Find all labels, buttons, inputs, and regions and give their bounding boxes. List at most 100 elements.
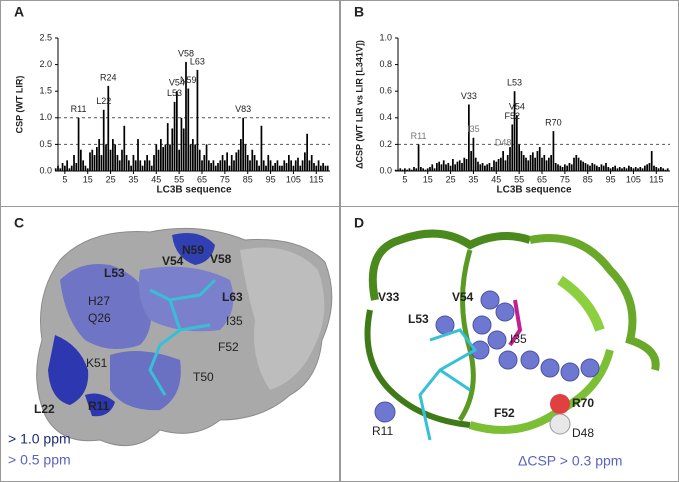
x-tick-label: 25: [106, 174, 116, 184]
bar: [488, 163, 491, 171]
bar: [294, 160, 297, 171]
bar: [445, 164, 447, 171]
annotation: N59: [180, 75, 197, 85]
bar: [593, 164, 596, 171]
bar: [401, 169, 404, 171]
bar: [155, 144, 158, 171]
legend-item: > 0.5 ppm: [8, 452, 71, 468]
bar: [274, 163, 276, 171]
bar: [221, 155, 224, 171]
bar: [160, 139, 162, 171]
bar: [322, 163, 324, 171]
bar: [73, 155, 75, 171]
bar: [429, 167, 431, 171]
x-tick-label: 35: [468, 174, 478, 184]
bar: [399, 168, 402, 171]
bar: [621, 168, 623, 171]
x-tick-label: 95: [606, 174, 616, 184]
bar: [89, 152, 91, 171]
residue-label: F52: [494, 406, 515, 420]
bar: [518, 144, 520, 171]
bar: [513, 91, 516, 171]
legend-item: ΔCSP > 0.3 ppm: [518, 453, 622, 469]
residue-label: L53: [104, 266, 125, 280]
residue-label: D48: [572, 426, 594, 440]
x-tick-label: 105: [286, 174, 301, 184]
bar: [628, 165, 630, 171]
bar: [591, 163, 594, 171]
bar: [557, 164, 559, 171]
bar: [632, 168, 635, 171]
bar: [545, 160, 548, 171]
bar: [424, 169, 427, 171]
bar: [93, 155, 96, 171]
bar: [616, 168, 619, 171]
bar: [570, 164, 573, 171]
bar: [559, 165, 562, 171]
bar: [233, 160, 235, 171]
x-tick-label: 95: [266, 174, 276, 184]
bar: [192, 139, 194, 171]
x-tick-label: 85: [583, 174, 593, 184]
bar: [408, 168, 411, 171]
annotation: V54: [169, 78, 185, 88]
bar: [137, 139, 139, 171]
bar: [554, 163, 557, 171]
bar: [112, 139, 114, 171]
bar: [304, 152, 306, 171]
bar: [272, 165, 274, 171]
bar: [260, 125, 263, 171]
bar: [148, 160, 151, 171]
x-tick-label: 65: [197, 174, 207, 184]
annotation: V54: [509, 102, 525, 112]
bar: [449, 165, 452, 171]
x-tick-label: 75: [560, 174, 570, 184]
residue-label: L63: [222, 290, 243, 304]
bar: [664, 169, 667, 171]
bar: [655, 167, 658, 171]
bar: [217, 163, 219, 171]
bar: [550, 155, 552, 171]
bar: [80, 149, 82, 171]
bar: [486, 164, 488, 171]
annotation: F52: [505, 111, 521, 121]
annotation: D48: [495, 137, 512, 147]
bar: [54, 168, 57, 171]
bar: [249, 160, 251, 171]
bar: [251, 149, 254, 171]
bar: [468, 104, 470, 171]
bar: [317, 160, 320, 171]
bar: [653, 165, 655, 171]
y-tick-label: 0.2: [379, 139, 392, 149]
bar: [173, 101, 176, 171]
bar: [146, 155, 148, 171]
x-tick-label: 15: [423, 174, 433, 184]
bar: [493, 160, 495, 171]
bar: [442, 160, 445, 171]
bar: [157, 149, 160, 171]
bar: [566, 165, 568, 171]
bar: [497, 159, 500, 171]
bar: [61, 163, 64, 171]
bar: [465, 159, 468, 171]
bar: [194, 144, 196, 171]
bar: [589, 165, 591, 171]
bar: [240, 139, 242, 171]
bar: [596, 165, 598, 171]
y-tick-label: 0.8: [379, 59, 392, 69]
annotation: V33: [461, 91, 477, 101]
bar: [484, 165, 486, 171]
bar: [536, 151, 539, 171]
bar: [310, 155, 313, 171]
y-axis-title: CSP (WT LIR): [14, 76, 24, 134]
bar: [639, 167, 642, 171]
bar: [292, 165, 295, 171]
y-tick-label: 1.5: [39, 86, 52, 96]
bar: [128, 160, 130, 171]
bar: [256, 160, 258, 171]
bar: [139, 160, 142, 171]
residue-label: K51: [86, 356, 108, 370]
x-axis-title: LC3B sequence: [496, 185, 571, 196]
bar: [662, 168, 664, 171]
bar: [187, 88, 190, 171]
